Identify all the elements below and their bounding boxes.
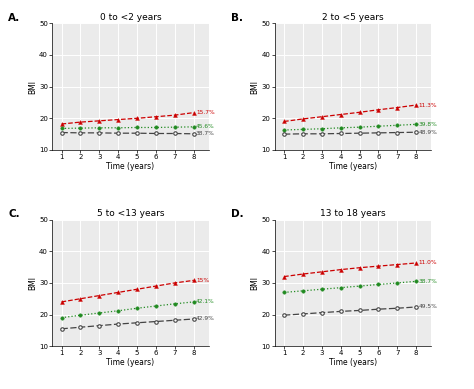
Text: 45.6%: 45.6%	[196, 124, 215, 130]
X-axis label: Time (years): Time (years)	[329, 358, 377, 368]
X-axis label: Time (years): Time (years)	[329, 162, 377, 171]
Text: 48.9%: 48.9%	[419, 130, 438, 135]
X-axis label: Time (years): Time (years)	[107, 162, 155, 171]
Y-axis label: BMI: BMI	[250, 80, 259, 94]
X-axis label: Time (years): Time (years)	[107, 358, 155, 368]
Y-axis label: BMI: BMI	[28, 276, 37, 290]
Text: D.: D.	[231, 209, 243, 219]
Text: 11.3%: 11.3%	[419, 103, 437, 107]
Text: 11.0%: 11.0%	[419, 261, 437, 265]
Text: C.: C.	[8, 209, 20, 219]
Title: 5 to <13 years: 5 to <13 years	[97, 209, 164, 218]
Text: B.: B.	[231, 13, 243, 23]
Text: 49.5%: 49.5%	[419, 305, 438, 310]
Text: 42.1%: 42.1%	[196, 300, 215, 305]
Text: 38.7%: 38.7%	[196, 131, 215, 136]
Title: 0 to <2 years: 0 to <2 years	[100, 13, 161, 22]
Text: 38.7%: 38.7%	[419, 279, 438, 284]
Text: 42.9%: 42.9%	[196, 317, 215, 321]
Y-axis label: BMI: BMI	[250, 276, 259, 290]
Text: 39.8%: 39.8%	[419, 122, 438, 127]
Text: 15%: 15%	[196, 278, 209, 283]
Text: A.: A.	[8, 13, 20, 23]
Title: 13 to 18 years: 13 to 18 years	[320, 209, 386, 218]
Title: 2 to <5 years: 2 to <5 years	[322, 13, 384, 22]
Text: 15.7%: 15.7%	[196, 110, 215, 115]
Y-axis label: BMI: BMI	[28, 80, 37, 94]
